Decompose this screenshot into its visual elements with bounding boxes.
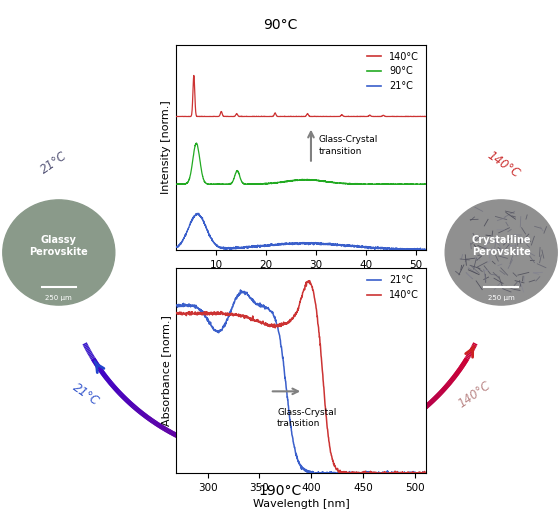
Text: 140°C: 140°C: [484, 148, 522, 180]
Text: 250 μm: 250 μm: [488, 295, 515, 300]
Text: 250 μm: 250 μm: [45, 295, 72, 300]
Text: 90°C: 90°C: [263, 17, 297, 32]
Text: Glass-Crystal
transition: Glass-Crystal transition: [319, 135, 378, 156]
X-axis label: Wavelength [nm]: Wavelength [nm]: [253, 499, 349, 509]
Y-axis label: Absorbance [norm.]: Absorbance [norm.]: [161, 316, 171, 426]
X-axis label: 2θ [°]: 2θ [°]: [285, 275, 317, 285]
Circle shape: [445, 200, 557, 305]
Circle shape: [3, 200, 115, 305]
Text: 190°C: 190°C: [258, 484, 302, 498]
Text: Crystalline
Perovskite: Crystalline Perovskite: [472, 235, 531, 257]
Text: 21°C: 21°C: [70, 381, 101, 408]
Text: 140°C: 140°C: [455, 379, 493, 411]
Text: 21°C: 21°C: [39, 149, 70, 177]
Legend: 140°C, 90°C, 21°C: 140°C, 90°C, 21°C: [365, 49, 421, 93]
Legend: 21°C, 140°C: 21°C, 140°C: [365, 273, 421, 302]
Y-axis label: Intensity [norm.]: Intensity [norm.]: [161, 100, 171, 194]
Text: Glass-Crystal
transition: Glass-Crystal transition: [277, 408, 337, 428]
Text: Glassy
Perovskite: Glassy Perovskite: [30, 235, 88, 257]
